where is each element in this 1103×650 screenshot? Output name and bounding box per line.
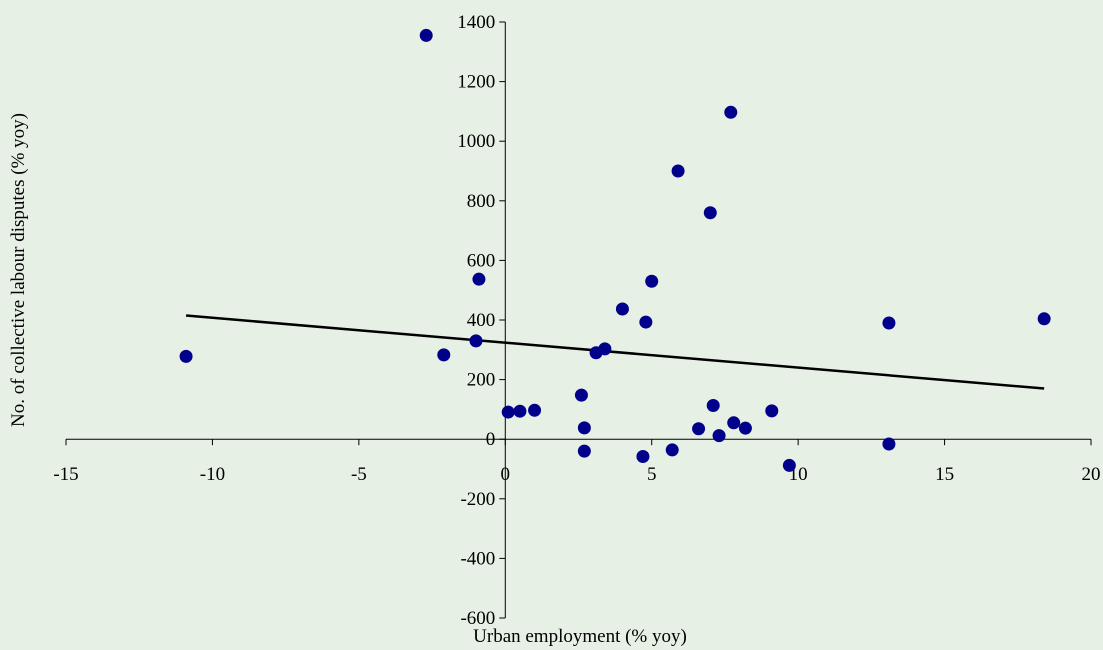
data-point xyxy=(882,316,896,330)
x-axis-title: Urban employment (% yoy) xyxy=(473,626,687,647)
points-layer xyxy=(179,28,1051,472)
data-point xyxy=(513,404,527,418)
y-tick-label: 800 xyxy=(467,191,496,212)
data-point xyxy=(577,421,591,435)
y-tick-label: -600 xyxy=(460,608,495,629)
data-point xyxy=(712,429,726,443)
y-tick-label: 1400 xyxy=(457,12,495,33)
x-tick-label: 0 xyxy=(501,464,511,485)
x-tick-label: -5 xyxy=(351,464,367,485)
x-tick-label: -10 xyxy=(200,464,225,485)
data-point xyxy=(419,28,433,42)
x-axis: -15 -10 -5 0 5 10 15 20 xyxy=(53,438,1101,485)
data-point xyxy=(1037,312,1051,326)
data-point xyxy=(577,444,591,458)
data-point xyxy=(469,334,483,348)
y-tick-label: 400 xyxy=(467,310,496,331)
data-point xyxy=(727,416,741,430)
y-tick-label: -200 xyxy=(460,489,495,510)
data-point xyxy=(179,349,193,363)
x-tick-label: 5 xyxy=(647,464,657,485)
x-tick-label: -15 xyxy=(53,464,78,485)
data-point xyxy=(706,399,720,413)
data-point xyxy=(636,449,650,463)
x-tick-label: 20 xyxy=(1082,464,1101,485)
data-point xyxy=(703,206,717,220)
data-point xyxy=(501,405,515,419)
data-point xyxy=(765,404,779,418)
data-point xyxy=(782,458,796,472)
y-tick-label: 200 xyxy=(467,370,496,391)
data-point xyxy=(738,421,752,435)
data-point xyxy=(574,388,588,402)
data-point xyxy=(639,315,653,329)
data-point xyxy=(671,164,685,178)
data-point xyxy=(528,403,542,417)
y-tick-label: -400 xyxy=(460,548,495,569)
data-point xyxy=(615,302,629,316)
y-tick-label: 600 xyxy=(467,250,496,271)
trendline-layer xyxy=(185,314,1045,390)
y-tick-label: 1000 xyxy=(457,131,495,152)
data-point xyxy=(645,274,659,288)
data-point xyxy=(692,422,706,436)
x-tick-label: 15 xyxy=(935,464,954,485)
data-point xyxy=(882,437,896,451)
data-point xyxy=(665,443,679,457)
data-point xyxy=(724,105,738,119)
data-point xyxy=(472,272,486,286)
data-point xyxy=(437,348,451,362)
y-axis-title: No. of collective labour disputes (% yoy… xyxy=(8,113,29,427)
data-point xyxy=(598,342,612,356)
trendline xyxy=(185,314,1045,390)
y-tick-label: 1200 xyxy=(457,72,495,93)
